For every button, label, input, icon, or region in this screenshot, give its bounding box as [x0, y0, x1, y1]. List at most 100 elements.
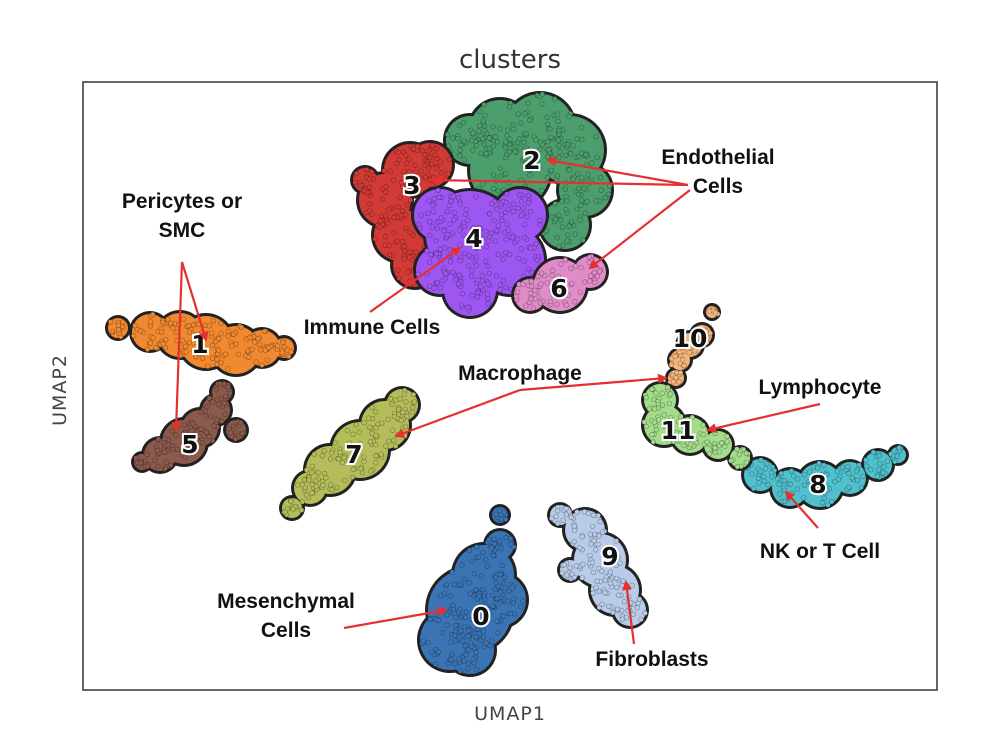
cluster-11-point-29	[649, 432, 655, 438]
cluster-2-point-249	[469, 147, 476, 153]
cluster-6-point-24	[558, 261, 564, 267]
cluster-0-point-190	[460, 638, 466, 644]
cluster-6-point-49	[572, 263, 579, 269]
cluster-2-point-94	[557, 149, 563, 155]
cluster-4-point-146	[525, 200, 532, 206]
cluster-label-1: 1	[191, 330, 208, 359]
cluster-8-point-84	[856, 462, 862, 468]
cluster-11-point-68	[712, 430, 718, 436]
cluster-9-point-75	[596, 588, 602, 594]
cluster-4-point-39	[495, 251, 501, 258]
cluster-2-point-168	[557, 217, 564, 223]
cluster-3-point-131	[425, 148, 432, 155]
cluster-1-point-99	[214, 356, 220, 362]
cluster-label-4: 4	[465, 224, 482, 253]
cluster-5-point-63	[182, 430, 188, 436]
cluster-0-point-186	[457, 668, 464, 674]
cluster-0-point-29	[489, 592, 496, 599]
cluster-9-point-126	[561, 562, 567, 568]
cluster-2-point-253	[477, 133, 483, 139]
cluster-2-point-201	[539, 187, 545, 194]
cluster-4-point-137	[537, 217, 543, 224]
cluster-3-point-140	[395, 267, 401, 274]
cluster-5-point-80	[162, 449, 168, 455]
cluster-9-point-92	[610, 609, 616, 616]
cluster-0-point-176	[509, 585, 515, 591]
cluster-4-point-36	[479, 235, 486, 241]
cluster-10-point-54	[673, 375, 679, 381]
cluster-9-point-7	[553, 513, 559, 520]
cluster-8-point-22	[800, 495, 807, 501]
cluster-0-point-125	[453, 638, 459, 644]
cluster-5-point-104	[144, 463, 151, 470]
cluster-7-point-46	[369, 404, 375, 411]
arrow-endothelial-2	[546, 156, 689, 187]
cluster-10-point-17	[704, 335, 710, 341]
cluster-2-point-126	[581, 185, 587, 191]
cluster-3-point-99	[391, 229, 397, 236]
cluster-4-point-166	[484, 291, 491, 297]
cluster-9-point-5	[560, 517, 566, 523]
cluster-3-point-70	[398, 179, 405, 186]
cluster-4-point-128	[495, 223, 501, 229]
cluster-2-point-147	[593, 198, 599, 204]
cluster-5-point-86	[144, 451, 150, 457]
cluster-5-point-82	[168, 462, 174, 468]
cluster-11-point-71	[722, 443, 728, 450]
cluster-8-point-83	[860, 473, 866, 480]
cluster-8-point-78	[834, 468, 840, 474]
cluster-2-point-68	[527, 117, 533, 123]
cluster-4-point-94	[473, 254, 480, 260]
cluster-4-point-104	[485, 263, 491, 270]
cluster-2-point-120	[582, 210, 589, 216]
cluster-3-point-28	[379, 196, 385, 203]
cluster-0-point-126	[425, 639, 431, 646]
cluster-4-point-110	[503, 284, 509, 290]
cluster-9-point-66	[609, 544, 616, 551]
cluster-1-point-87	[199, 355, 206, 361]
cluster-8-point-80	[839, 464, 846, 471]
cluster-7-point-105	[329, 450, 335, 456]
cluster-9-point-60	[595, 541, 601, 548]
cluster-4-point-76	[451, 209, 457, 216]
cluster-0-point-110	[469, 616, 475, 622]
cluster-3-point-75	[410, 186, 417, 192]
cluster-1-point-33	[147, 319, 154, 325]
cluster-9-point-32	[587, 531, 593, 537]
cluster-2-point-170	[580, 237, 586, 243]
cluster-7-point-83	[303, 467, 310, 473]
cluster-6-point-23	[549, 272, 555, 278]
cluster-11-point-17	[646, 406, 653, 412]
cluster-5-point-112	[228, 430, 234, 436]
cluster-7-point-77	[355, 443, 361, 449]
cluster-2-point-75	[511, 126, 517, 133]
cluster-2-point-123	[579, 175, 585, 181]
cluster-6-point-65	[532, 296, 538, 302]
cluster-4-point-51	[483, 258, 489, 264]
cluster-2-point-251	[470, 130, 476, 136]
cluster-9-point-116	[573, 563, 579, 569]
cluster-2-point-175	[552, 216, 559, 222]
cluster-label-6: 6	[550, 274, 567, 303]
cluster-9-point-53	[613, 552, 619, 559]
cluster-5-point-93	[162, 465, 169, 471]
cluster-9-point-9	[563, 511, 569, 518]
cluster-3-point-149	[405, 269, 411, 275]
cluster-4-point-21	[462, 250, 468, 257]
cluster-0-point-76	[460, 632, 466, 638]
cluster-4-point-149	[494, 206, 500, 212]
annotation-arrows	[171, 156, 821, 645]
cluster-2-point-155	[559, 224, 566, 230]
cluster-4-point-24	[429, 224, 435, 230]
cluster-2-point-211	[536, 165, 542, 171]
cluster-6-point-51	[537, 300, 544, 306]
cluster-2-point-101	[556, 143, 562, 149]
cluster-2-point-144	[605, 191, 612, 198]
cluster-0-point-207	[465, 660, 472, 667]
cluster-11	[641, 381, 753, 471]
cluster-6-point-53	[530, 305, 537, 311]
cluster-1-point-6	[107, 319, 114, 325]
cluster-7-point-96	[342, 477, 348, 484]
cluster-9-point-121	[567, 565, 573, 571]
cluster-5-point-69	[189, 420, 196, 427]
